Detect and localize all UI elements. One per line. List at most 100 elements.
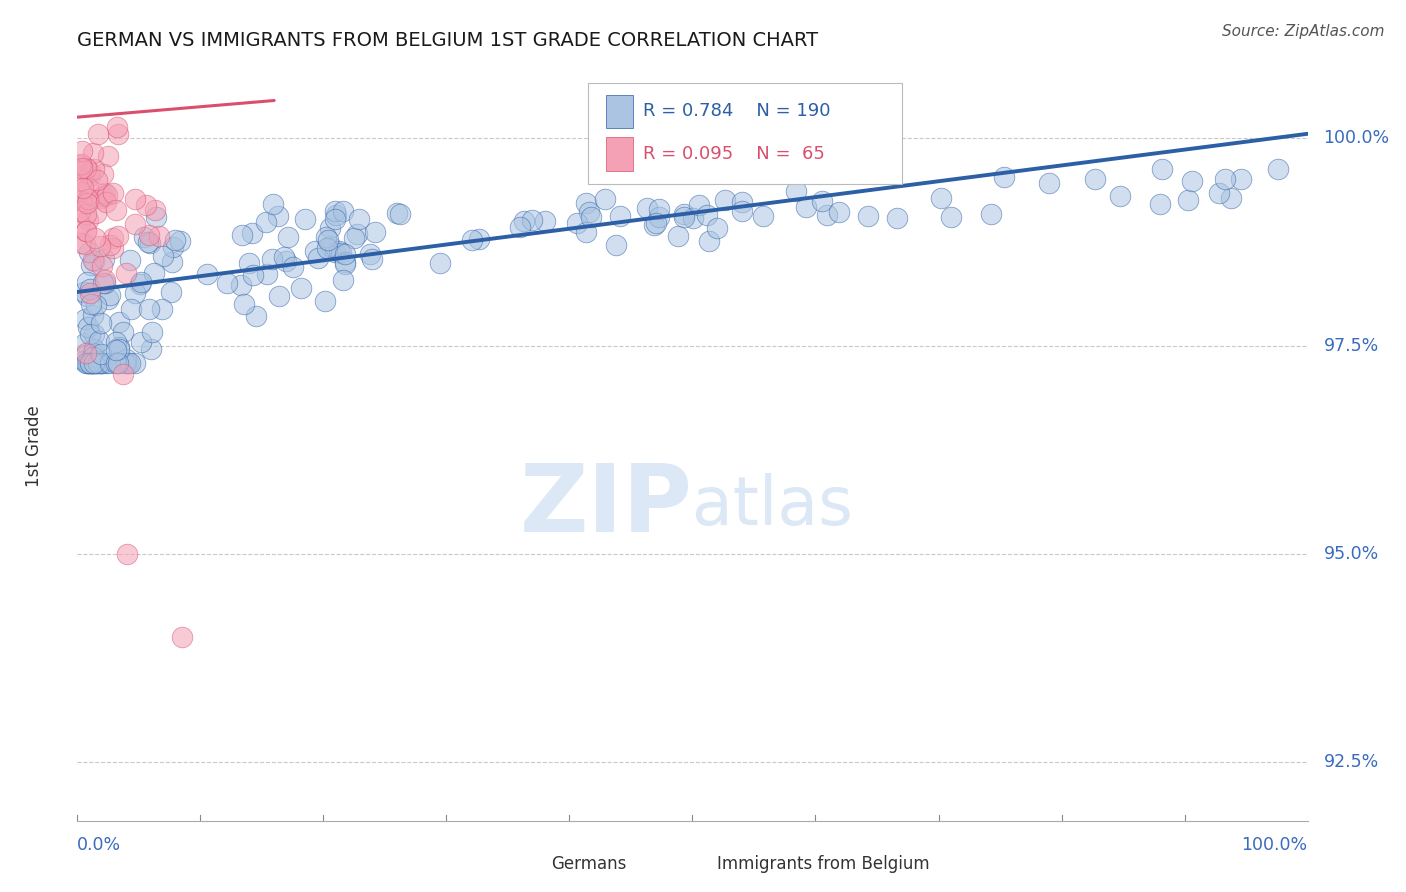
Text: 100.0%: 100.0% bbox=[1323, 129, 1389, 147]
Point bbox=[76, 195, 98, 210]
Point bbox=[73, 311, 96, 326]
Point bbox=[86, 356, 108, 370]
Text: R = 0.095    N =  65: R = 0.095 N = 65 bbox=[644, 145, 825, 162]
Point bbox=[115, 547, 138, 561]
Point bbox=[75, 348, 97, 362]
Point bbox=[1109, 189, 1132, 203]
Point bbox=[231, 227, 253, 242]
Point bbox=[941, 210, 963, 224]
Point bbox=[76, 275, 98, 289]
Text: 1st Grade: 1st Grade bbox=[25, 405, 44, 487]
Point bbox=[233, 296, 256, 310]
Point bbox=[752, 209, 775, 223]
Point bbox=[73, 285, 96, 300]
Point bbox=[165, 233, 187, 247]
Text: 0.0%: 0.0% bbox=[77, 836, 121, 854]
Point bbox=[77, 356, 100, 370]
Point bbox=[76, 212, 98, 227]
Point bbox=[579, 211, 602, 225]
Point bbox=[83, 327, 105, 342]
Point bbox=[82, 308, 104, 322]
Point bbox=[785, 184, 807, 198]
Point bbox=[152, 249, 174, 263]
Point bbox=[578, 204, 600, 219]
Point bbox=[731, 204, 754, 219]
Point bbox=[98, 287, 121, 301]
Text: 92.5%: 92.5% bbox=[1323, 754, 1379, 772]
Point bbox=[605, 238, 627, 252]
Point bbox=[79, 169, 101, 183]
Point bbox=[129, 334, 152, 349]
Point bbox=[93, 167, 115, 181]
Point bbox=[323, 204, 346, 219]
Point bbox=[316, 233, 339, 247]
Point bbox=[75, 224, 97, 238]
Point bbox=[91, 189, 114, 203]
Point bbox=[124, 356, 146, 370]
Point bbox=[1219, 191, 1241, 205]
Point bbox=[111, 325, 134, 339]
Point bbox=[80, 296, 103, 310]
Point bbox=[593, 192, 616, 206]
Point bbox=[84, 231, 107, 245]
Point bbox=[84, 206, 107, 220]
Point bbox=[94, 186, 117, 201]
Point bbox=[83, 342, 105, 356]
Point bbox=[134, 230, 156, 244]
Point bbox=[980, 207, 1002, 221]
Point bbox=[347, 211, 370, 226]
Point bbox=[79, 286, 101, 301]
Point bbox=[105, 335, 128, 350]
Point bbox=[90, 259, 112, 273]
Point bbox=[75, 356, 97, 370]
Point bbox=[332, 272, 354, 286]
Point bbox=[672, 207, 695, 221]
Point bbox=[139, 343, 162, 357]
Point bbox=[229, 277, 252, 292]
Point bbox=[666, 229, 689, 244]
Point bbox=[1038, 177, 1060, 191]
Point bbox=[294, 211, 316, 226]
Point bbox=[89, 356, 111, 370]
FancyBboxPatch shape bbox=[515, 853, 541, 875]
Point bbox=[107, 356, 129, 370]
Point bbox=[117, 356, 139, 370]
Point bbox=[79, 282, 101, 296]
Text: 100.0%: 100.0% bbox=[1241, 836, 1308, 854]
Point bbox=[94, 194, 117, 209]
Point bbox=[82, 356, 104, 370]
Point bbox=[138, 235, 160, 250]
Point bbox=[75, 206, 97, 220]
Point bbox=[90, 316, 112, 330]
Point bbox=[170, 631, 193, 645]
Point bbox=[1181, 174, 1204, 188]
Point bbox=[319, 239, 342, 253]
Point bbox=[314, 294, 336, 309]
Point bbox=[325, 211, 347, 226]
Point bbox=[82, 350, 104, 364]
Point bbox=[267, 210, 290, 224]
Point bbox=[245, 309, 267, 323]
Point bbox=[325, 208, 347, 222]
Point bbox=[75, 161, 97, 175]
Point bbox=[82, 356, 104, 370]
Point bbox=[118, 253, 141, 268]
Point bbox=[333, 257, 356, 271]
Point bbox=[262, 197, 284, 211]
Point bbox=[1213, 172, 1236, 186]
Point bbox=[522, 213, 544, 227]
Point bbox=[929, 191, 952, 205]
Point bbox=[135, 198, 157, 212]
FancyBboxPatch shape bbox=[681, 853, 707, 875]
Point bbox=[1267, 162, 1289, 177]
Point bbox=[142, 266, 165, 280]
Point bbox=[79, 165, 101, 179]
Point bbox=[77, 356, 100, 370]
Point bbox=[94, 273, 117, 287]
Text: R = 0.784    N = 190: R = 0.784 N = 190 bbox=[644, 102, 831, 120]
Point bbox=[304, 244, 326, 258]
Point bbox=[160, 255, 183, 269]
Point bbox=[83, 356, 105, 370]
Point bbox=[70, 145, 93, 159]
Point bbox=[73, 353, 96, 368]
